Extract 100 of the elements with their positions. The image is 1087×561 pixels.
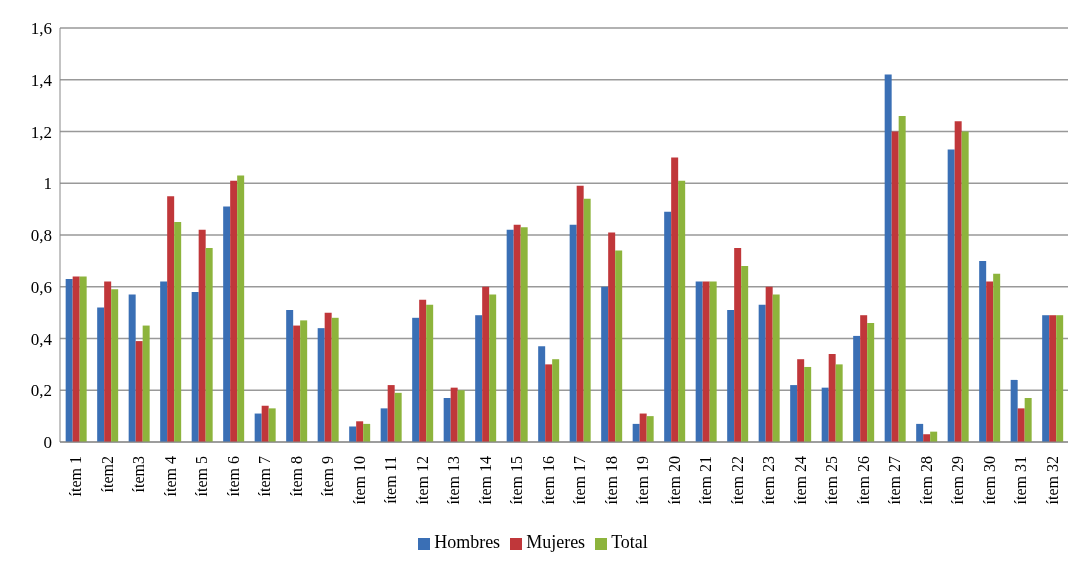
- x-tick-label: ítem 8: [287, 456, 305, 497]
- y-tick-label: 0,2: [30, 381, 52, 401]
- bar: [520, 227, 528, 442]
- y-tick-label: 0,6: [30, 277, 52, 297]
- x-tick-label: ítem3: [130, 456, 148, 493]
- x-tick-label: ítem 32: [1043, 456, 1061, 505]
- bar: [443, 398, 451, 442]
- legend-label: Total: [611, 532, 648, 552]
- bar: [65, 278, 73, 442]
- bar: [860, 315, 868, 442]
- bar: [947, 149, 955, 442]
- bar: [167, 196, 175, 442]
- x-tick-label: ítem 13: [445, 456, 463, 505]
- x-tick-label: ítem 18: [602, 456, 620, 505]
- x-tick-label: ítem 26: [854, 456, 872, 505]
- bar: [79, 276, 87, 442]
- bar: [993, 273, 1001, 442]
- bar: [772, 294, 780, 442]
- bar: [293, 325, 301, 442]
- x-tick-label: ítem 6: [224, 456, 242, 497]
- x-tick-label: ítem 21: [697, 456, 715, 505]
- bar: [601, 286, 609, 442]
- x-tick-label: ítem 27: [886, 456, 904, 505]
- y-tick-label: 0,8: [30, 226, 52, 246]
- bar: [765, 286, 773, 442]
- bar: [513, 224, 521, 442]
- bar: [198, 229, 206, 442]
- bar: [324, 312, 332, 442]
- x-tick-label: ítem 17: [571, 456, 589, 505]
- x-tick-label: ítem 16: [539, 456, 557, 505]
- bar: [797, 359, 805, 442]
- bar: [639, 413, 647, 442]
- bar: [482, 286, 490, 442]
- y-tick-label: 0,4: [30, 329, 53, 349]
- bar: [268, 408, 276, 442]
- bar: [237, 175, 245, 442]
- y-tick-label: 1: [43, 174, 52, 194]
- bar: [835, 364, 843, 442]
- bar: [758, 304, 766, 442]
- bar: [380, 408, 388, 442]
- bar: [664, 211, 672, 442]
- bar: [261, 405, 269, 442]
- bar: [419, 299, 427, 442]
- x-tick-label: ítem 30: [980, 456, 998, 505]
- x-tick-label: ítem 23: [760, 456, 778, 505]
- bar: [923, 434, 931, 442]
- bar: [191, 291, 199, 442]
- bar: [475, 315, 483, 442]
- bar: [790, 385, 798, 442]
- bar: [583, 198, 591, 442]
- legend-label: Hombres: [434, 532, 501, 552]
- bar: [254, 413, 262, 442]
- bar: [489, 294, 497, 442]
- bar: [734, 247, 742, 442]
- y-tick-label: 1,2: [30, 122, 52, 142]
- bar: [426, 304, 434, 442]
- bar: [608, 232, 616, 442]
- bar: [709, 281, 717, 442]
- bar: [450, 387, 458, 442]
- x-tick-label: ítem 28: [917, 456, 935, 505]
- x-tick-label: ítem 15: [508, 456, 526, 505]
- bar: [545, 364, 553, 442]
- bar: [363, 423, 371, 442]
- bar: [104, 281, 112, 442]
- bar: [853, 335, 861, 442]
- bar: [867, 322, 875, 442]
- x-tick-label: ítem 5: [193, 456, 211, 497]
- bar: [702, 281, 710, 442]
- x-tick-label: ítem 12: [413, 456, 431, 505]
- x-tick-label: ítem 9: [319, 456, 337, 497]
- bar: [898, 115, 906, 442]
- bar: [356, 421, 364, 442]
- bar: [884, 74, 892, 442]
- bar: [986, 281, 994, 442]
- bar: [678, 180, 686, 442]
- bar: [174, 222, 182, 442]
- x-tick-label: ítem 1: [67, 456, 85, 497]
- bar: [300, 320, 308, 442]
- x-tick-label: ítem 7: [256, 456, 274, 497]
- y-tick-label: 1,4: [30, 70, 53, 90]
- x-tick-label: ítem 10: [350, 456, 368, 505]
- bar: [387, 385, 395, 442]
- x-tick-label: ítem 24: [791, 456, 809, 505]
- bar: [72, 276, 80, 442]
- bar: [828, 354, 836, 442]
- bar: [286, 310, 294, 442]
- bar: [671, 157, 679, 442]
- bar: [569, 224, 577, 442]
- bar: [538, 346, 546, 442]
- bar: [160, 281, 168, 442]
- x-tick-label: ítem 4: [161, 456, 179, 497]
- x-tick-label: ítem 20: [665, 456, 683, 505]
- bar: [821, 387, 829, 442]
- bar: [135, 341, 143, 442]
- bar: [1024, 398, 1032, 442]
- x-tick-label: ítem 19: [634, 456, 652, 505]
- bar: [576, 185, 584, 442]
- bar: [961, 131, 969, 442]
- bar: [1049, 315, 1057, 442]
- bar: [891, 131, 899, 442]
